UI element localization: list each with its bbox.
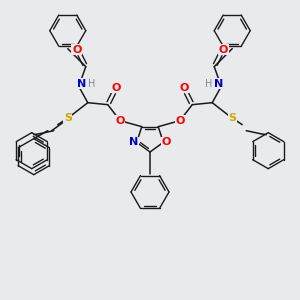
Text: H: H — [205, 79, 212, 89]
Text: H: H — [88, 79, 95, 89]
Text: N: N — [77, 79, 86, 89]
Text: O: O — [176, 116, 185, 126]
Text: O: O — [115, 116, 124, 126]
Text: N: N — [129, 137, 138, 147]
Text: S: S — [64, 113, 72, 123]
Text: O: O — [218, 45, 228, 55]
Text: O: O — [111, 83, 121, 93]
Text: O: O — [72, 45, 82, 55]
Text: O: O — [179, 83, 189, 93]
Text: S: S — [228, 113, 236, 123]
Text: O: O — [162, 137, 171, 147]
Text: N: N — [214, 79, 223, 89]
